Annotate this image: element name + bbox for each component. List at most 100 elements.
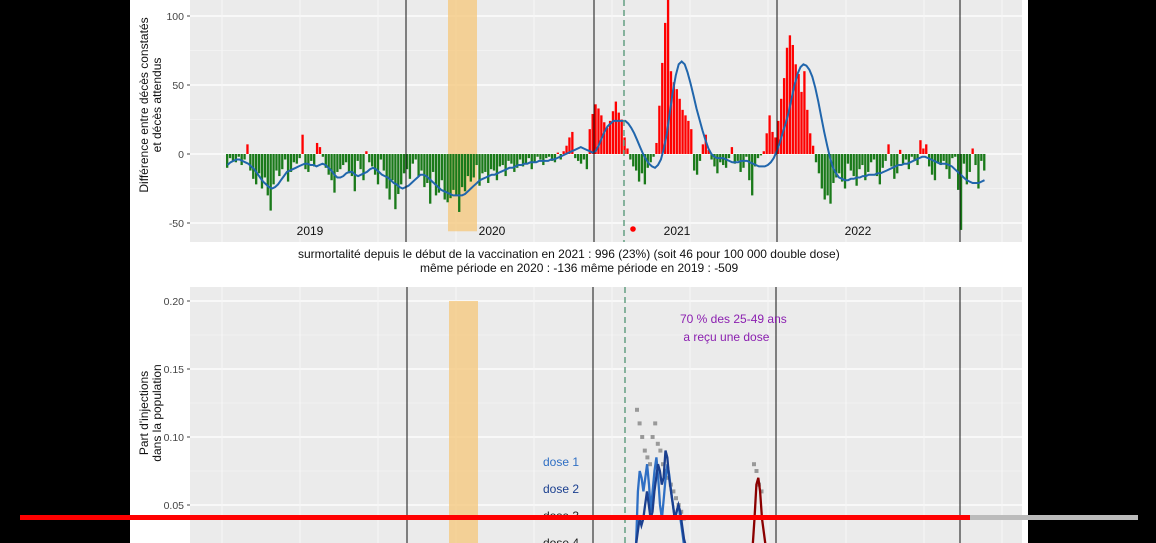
excess-bar — [588, 129, 591, 154]
coverage-annotation-line: a reçu une dose — [680, 330, 770, 344]
excess-bar — [922, 148, 925, 154]
excess-bar — [620, 119, 623, 154]
excess-bar — [597, 108, 600, 154]
injection-point — [655, 441, 660, 446]
video-progress-bar[interactable] — [20, 515, 970, 520]
excess-bar — [704, 134, 707, 154]
excess-bar — [556, 152, 560, 154]
deficit-bar — [484, 154, 487, 172]
deficit-bar — [324, 154, 327, 168]
deficit-bar — [945, 154, 948, 170]
deficit-bar — [829, 154, 832, 204]
deficit-bar — [974, 154, 977, 166]
deficit-bar — [533, 154, 536, 163]
excess-bar — [669, 71, 673, 154]
excess-bar — [664, 22, 667, 155]
year-label: 2021 — [664, 224, 691, 238]
deficit-bar — [582, 154, 586, 160]
y-tick-label: 0.10 — [164, 432, 185, 444]
deficit-bar — [855, 154, 858, 186]
deficit-bar — [838, 154, 841, 174]
deficit-bar — [927, 154, 931, 167]
deficit-bar — [858, 154, 861, 170]
deficit-bar — [313, 154, 316, 167]
deficit-bar — [478, 154, 481, 186]
injection-point — [653, 421, 658, 426]
deficit-bar — [350, 154, 354, 177]
coverage-annotation: 70 % des 25-49 ans a reçu une dose — [680, 312, 787, 344]
excess-bar — [782, 78, 786, 154]
deficit-bar — [231, 154, 235, 161]
deficit-bar — [536, 154, 539, 157]
deficit-bar — [446, 154, 449, 203]
deficit-bar — [736, 154, 739, 161]
injection-point — [674, 496, 678, 501]
deficit-bar — [330, 154, 333, 181]
annotation-line-2: même période en 2020 : -136 même période… — [420, 261, 739, 275]
dose-line — [751, 477, 767, 543]
y-axis-title-line: dans la population — [150, 364, 164, 461]
deficit-bar — [713, 154, 716, 167]
deficit-bar — [458, 154, 461, 212]
deficit-bar — [576, 154, 580, 161]
y-tick-label: 100 — [166, 11, 184, 23]
deficit-bar — [339, 154, 342, 170]
excess-deaths-chart: -50 0 50 100 2019 2020 2021 2022 Différence entr… — [137, 0, 1022, 242]
deficit-bar — [260, 154, 264, 189]
excess-bar — [661, 62, 664, 154]
deficit-bar — [243, 154, 246, 160]
deficit-bar — [385, 154, 388, 189]
deficit-bar — [408, 154, 412, 179]
deficit-bar — [263, 154, 267, 178]
deficit-bar — [289, 154, 293, 172]
deficit-bar — [835, 154, 838, 178]
deficit-bar — [489, 154, 493, 170]
excess-bar — [571, 131, 574, 154]
excess-bar — [666, 0, 670, 154]
deficit-bar — [652, 154, 655, 157]
injection-point — [752, 462, 756, 467]
video-progress-remaining[interactable] — [970, 515, 1138, 520]
excess-bar — [788, 35, 792, 154]
legend-label: dose 4 — [543, 536, 579, 543]
excess-bar — [611, 111, 615, 154]
deficit-bar — [539, 154, 542, 160]
injection-point — [658, 448, 663, 453]
excess-bar — [315, 142, 319, 154]
y-tick-label: -50 — [169, 218, 184, 230]
deficit-bar — [968, 154, 971, 172]
deficit-bar — [275, 154, 278, 171]
deficit-bar — [466, 154, 470, 177]
deficit-bar — [420, 154, 423, 171]
deficit-bar — [234, 154, 238, 163]
deficit-bar — [817, 154, 821, 174]
annotation-line-1: surmortalité depuis le début de la vacci… — [298, 247, 840, 261]
deficit-bar — [640, 154, 644, 174]
excess-bar — [707, 149, 710, 154]
deficit-bar — [698, 154, 702, 161]
excess-bar — [678, 98, 681, 154]
deficit-bar — [414, 154, 417, 160]
deficit-bar — [579, 154, 583, 164]
deficit-bar — [504, 154, 507, 177]
deficit-bar — [545, 154, 548, 159]
coverage-annotation-line: 70 % des 25-49 ans — [680, 312, 787, 326]
deficit-bar — [739, 154, 742, 172]
excess-bar — [919, 140, 922, 154]
deficit-bar — [901, 154, 905, 164]
excess-bar — [626, 148, 629, 154]
deficit-bar — [431, 154, 435, 172]
deficit-bar — [693, 154, 696, 171]
excess-bar — [568, 137, 571, 154]
deficit-bar — [249, 154, 252, 171]
deficit-bar — [939, 154, 942, 166]
excess-bar — [606, 127, 609, 154]
injection-point — [759, 489, 764, 494]
excess-bar — [774, 137, 777, 154]
deficit-bar — [266, 154, 269, 196]
excess-bar — [687, 120, 690, 154]
excess-bar — [675, 89, 678, 154]
deficit-bar — [469, 154, 472, 182]
deficit-bar — [397, 154, 400, 195]
excess-bar — [771, 131, 774, 154]
